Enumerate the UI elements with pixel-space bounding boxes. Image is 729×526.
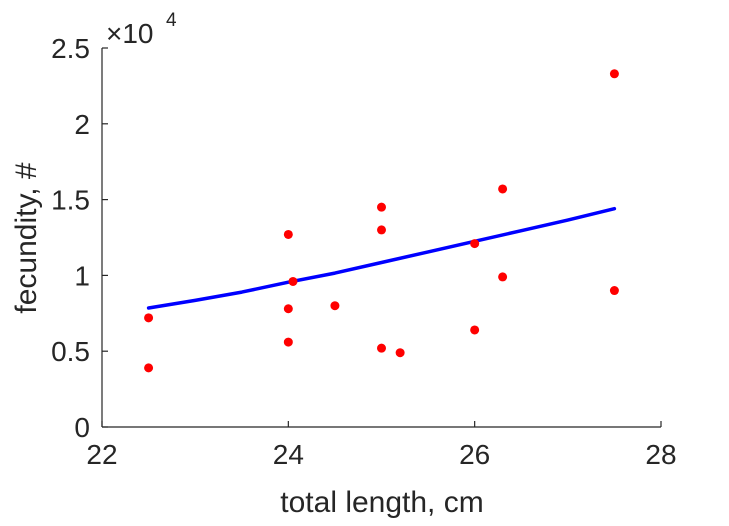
- data-point: [283, 304, 293, 314]
- x-tick-label: 28: [645, 439, 676, 470]
- data-point: [609, 69, 619, 79]
- data-point: [144, 313, 154, 323]
- fit-line: [146, 206, 617, 310]
- y-tick-label: 0.5: [51, 336, 90, 367]
- data-point: [377, 225, 386, 235]
- fit-line-layer: [146, 206, 617, 310]
- data-point: [395, 348, 405, 358]
- data-point: [470, 239, 480, 249]
- data-point: [330, 301, 340, 311]
- x-tick-label: 22: [86, 439, 117, 470]
- y-exponent-power: 4: [166, 10, 177, 31]
- data-point: [283, 229, 293, 239]
- data-point: [470, 325, 480, 335]
- labels-layer: total length, cm fecundity, # ×10 4: [10, 10, 484, 519]
- data-point: [144, 363, 154, 373]
- x-tick-label: 24: [273, 439, 304, 470]
- y-tick-label: 0: [74, 412, 90, 443]
- data-point: [288, 276, 298, 286]
- x-axis-label: total length, cm: [280, 486, 483, 519]
- axes: 22 24 26 28 0 0.5 1 1.5 2 2.5: [51, 33, 677, 470]
- data-point: [377, 202, 386, 212]
- y-tick-label: 2.5: [51, 33, 90, 64]
- data-point: [498, 272, 508, 282]
- y-axis-label: fecundity, #: [10, 162, 43, 314]
- y-tick-label: 1: [74, 260, 90, 291]
- data-point: [283, 337, 293, 347]
- data-point: [377, 343, 386, 353]
- points-layer: [144, 69, 619, 373]
- y-tick-label: 1.5: [51, 185, 90, 216]
- data-point: [609, 286, 619, 296]
- y-exponent-base: ×10: [106, 18, 154, 49]
- y-tick-label: 2: [74, 109, 90, 140]
- data-point: [498, 184, 508, 194]
- x-tick-label: 26: [459, 439, 490, 470]
